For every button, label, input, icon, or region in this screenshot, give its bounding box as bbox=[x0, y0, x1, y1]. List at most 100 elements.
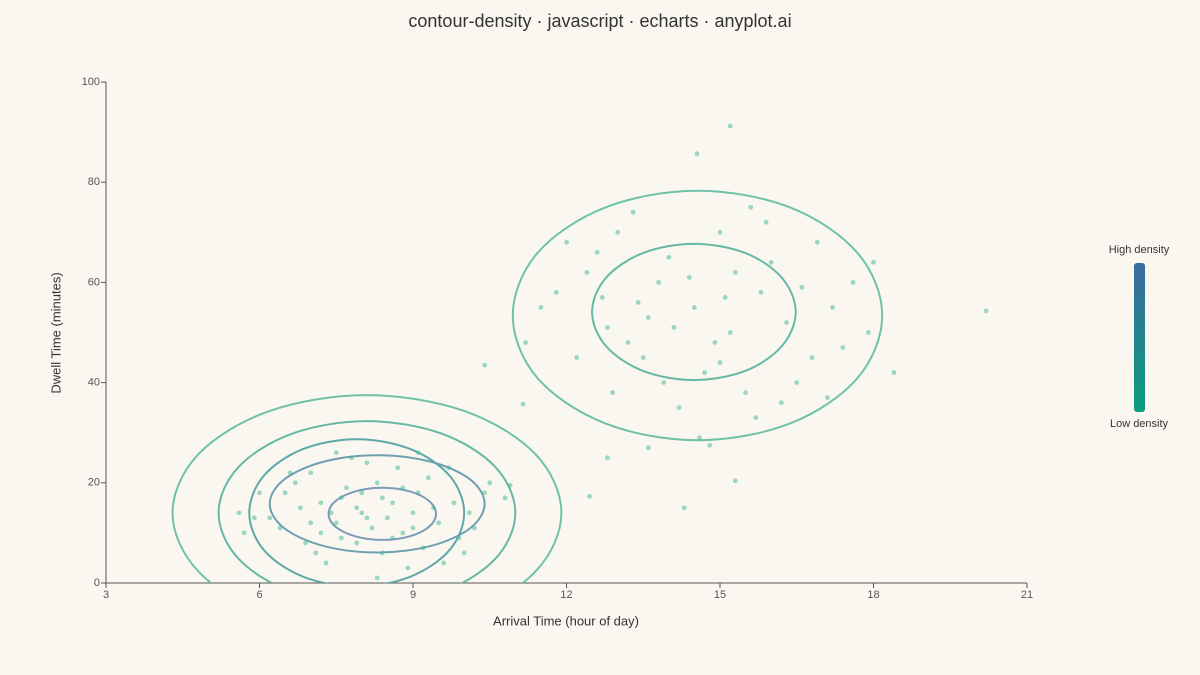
data-point bbox=[784, 320, 789, 325]
data-point bbox=[354, 540, 360, 546]
data-point bbox=[594, 249, 600, 255]
x-tick-label: 18 bbox=[867, 589, 879, 601]
data-point bbox=[553, 290, 559, 295]
data-point bbox=[446, 465, 452, 471]
data-point bbox=[809, 355, 815, 360]
data-point bbox=[236, 510, 242, 516]
data-point bbox=[390, 500, 395, 506]
data-point bbox=[482, 362, 488, 368]
data-point bbox=[349, 455, 354, 461]
data-point bbox=[487, 480, 493, 486]
y-tick-label: 80 bbox=[88, 176, 100, 188]
data-point bbox=[282, 490, 288, 496]
data-point bbox=[640, 355, 646, 360]
data-point bbox=[712, 340, 718, 345]
data-point bbox=[241, 530, 247, 536]
data-point bbox=[338, 495, 344, 501]
density-contour bbox=[248, 438, 466, 583]
data-point bbox=[871, 259, 876, 265]
data-point bbox=[661, 380, 667, 385]
density-colorbar bbox=[1134, 263, 1145, 412]
density-contour bbox=[171, 394, 563, 583]
data-point bbox=[456, 535, 462, 541]
data-point bbox=[891, 370, 897, 375]
data-point bbox=[587, 493, 592, 499]
data-point bbox=[436, 520, 441, 526]
data-point bbox=[461, 550, 467, 556]
data-point bbox=[748, 204, 754, 210]
data-point bbox=[610, 390, 615, 396]
y-tick-label: 60 bbox=[88, 276, 100, 288]
data-point bbox=[410, 510, 416, 516]
data-point bbox=[333, 450, 339, 456]
density-contour bbox=[217, 420, 517, 583]
data-point bbox=[277, 525, 283, 531]
data-point bbox=[502, 495, 508, 501]
data-point bbox=[676, 405, 682, 411]
data-point bbox=[850, 280, 856, 285]
data-point bbox=[466, 510, 472, 516]
data-point bbox=[799, 285, 805, 290]
data-point bbox=[656, 280, 661, 285]
data-point bbox=[635, 300, 641, 305]
data-point bbox=[523, 340, 528, 345]
data-point bbox=[717, 229, 723, 235]
y-tick-label: 20 bbox=[88, 477, 100, 489]
data-point bbox=[379, 550, 385, 556]
data-point bbox=[538, 305, 544, 310]
chart-title: contour-density · javascript · echarts ·… bbox=[408, 11, 791, 31]
colorbar-low-label: Low density bbox=[1110, 418, 1169, 430]
data-point bbox=[564, 239, 569, 245]
data-point bbox=[605, 325, 610, 330]
data-point bbox=[758, 290, 764, 295]
data-point bbox=[318, 500, 324, 506]
data-point bbox=[727, 330, 733, 335]
data-point bbox=[865, 330, 871, 335]
data-point bbox=[625, 340, 631, 345]
x-tick-label: 21 bbox=[1021, 589, 1033, 601]
data-point bbox=[298, 505, 303, 511]
data-point bbox=[763, 219, 769, 225]
data-point bbox=[840, 345, 846, 350]
data-point bbox=[983, 308, 989, 314]
x-tick-label: 3 bbox=[103, 589, 109, 601]
data-point bbox=[707, 442, 713, 448]
data-point bbox=[743, 390, 748, 396]
y-axis-title: Dwell Time (minutes) bbox=[48, 272, 63, 393]
point-layer bbox=[236, 123, 989, 581]
data-point bbox=[605, 455, 610, 461]
data-point bbox=[599, 295, 605, 300]
x-axis-title: Arrival Time (hour of day) bbox=[493, 613, 639, 628]
data-point bbox=[379, 495, 385, 501]
data-point bbox=[830, 305, 835, 310]
data-point bbox=[681, 505, 687, 511]
data-point bbox=[686, 274, 692, 280]
x-tick-label: 6 bbox=[256, 589, 262, 601]
data-point bbox=[794, 380, 800, 385]
data-point bbox=[313, 550, 319, 556]
y-tick-label: 40 bbox=[88, 377, 100, 389]
data-point bbox=[328, 510, 334, 516]
data-point bbox=[717, 360, 723, 365]
contour-layer bbox=[171, 189, 884, 583]
data-point bbox=[369, 525, 375, 531]
data-point bbox=[354, 505, 360, 511]
data-point bbox=[722, 295, 728, 300]
data-point bbox=[410, 525, 416, 531]
data-point bbox=[645, 315, 651, 320]
data-point bbox=[814, 239, 820, 245]
data-point bbox=[441, 560, 447, 566]
density-contour bbox=[327, 486, 438, 541]
density-contour bbox=[591, 242, 797, 382]
data-point bbox=[333, 520, 339, 526]
colorbar-high-label: High density bbox=[1109, 244, 1170, 256]
y-tick-label: 0 bbox=[94, 577, 100, 589]
data-point bbox=[472, 525, 477, 531]
data-point bbox=[431, 505, 436, 511]
data-point bbox=[374, 575, 380, 581]
data-point bbox=[732, 478, 738, 484]
data-point bbox=[338, 535, 344, 541]
data-point bbox=[645, 445, 651, 451]
data-point bbox=[292, 480, 298, 486]
data-point bbox=[420, 545, 426, 551]
